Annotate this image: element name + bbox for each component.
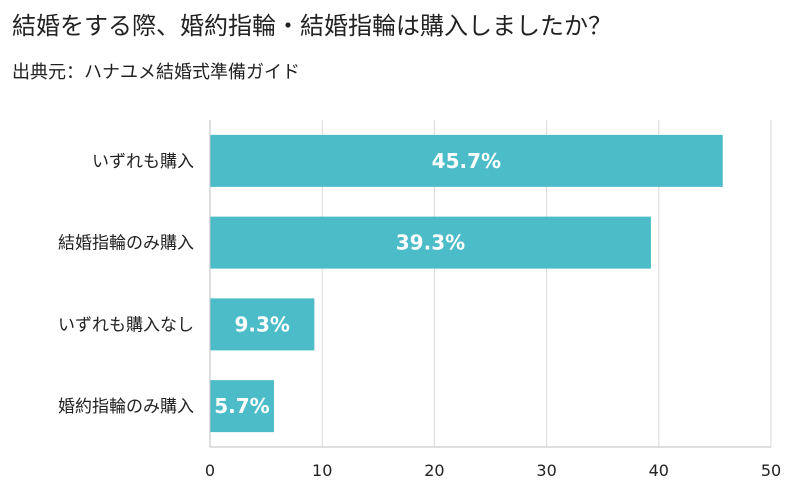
data-label: 5.7% [214, 394, 269, 418]
x-tick-label: 20 [424, 461, 444, 480]
chart-title: 結婚をする際、婚約指輪・結婚指輪は購入しましたか？ [12, 12, 612, 40]
category-label: 結婚指輪のみ購入 [58, 234, 194, 254]
bar [210, 216, 651, 269]
bar [210, 380, 274, 433]
bar [210, 298, 315, 351]
x-tick-label: 50 [761, 461, 781, 480]
bar [210, 134, 723, 187]
x-tick-label: 0 [205, 461, 215, 480]
x-tick-label: 30 [536, 461, 556, 480]
category-label: いずれも購入なし [58, 315, 194, 335]
x-tick-label: 10 [312, 461, 332, 480]
category-label: 婚約指輪のみ購入 [58, 397, 194, 417]
chart-source: 出典元：ハナユメ結婚式準備ガイド [12, 62, 300, 83]
category-label: いずれも購入 [92, 152, 194, 172]
x-tick-label: 40 [649, 461, 669, 480]
data-label: 9.3% [234, 312, 289, 336]
data-label: 39.3% [396, 231, 465, 255]
data-label: 45.7% [432, 149, 501, 173]
